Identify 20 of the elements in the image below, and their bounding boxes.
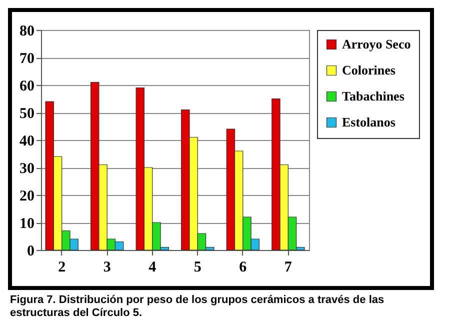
y-tick-label: 10 [20, 216, 34, 232]
legend-label: Arroyo Seco [342, 36, 411, 52]
x-tick-label: 2 [58, 260, 66, 276]
x-tick-label: 7 [284, 260, 292, 276]
legend-label: Estolanos [342, 114, 396, 130]
legend-label: Tabachines [342, 88, 404, 104]
y-tick-label: 40 [20, 134, 34, 150]
x-tick-label: 4 [148, 260, 157, 276]
y-tick-label: 60 [20, 78, 34, 94]
y-tick-label: 30 [20, 161, 34, 177]
y-tick-label: 50 [20, 106, 34, 122]
x-tick-label: 5 [194, 260, 202, 276]
x-tick-label: 6 [239, 260, 248, 276]
y-tick-label: 0 [27, 244, 34, 260]
y-tick-label: 20 [20, 188, 34, 204]
y-tick-label: 70 [20, 51, 34, 67]
y-tick-label: 80 [20, 24, 34, 40]
text: Figura 7. Distribución por peso de los grupos cerámicos a través de las estructuras del Círculo 5. [10, 294, 386, 320]
legend-label: Colorines [342, 62, 396, 78]
x-tick-label: 3 [103, 260, 111, 276]
